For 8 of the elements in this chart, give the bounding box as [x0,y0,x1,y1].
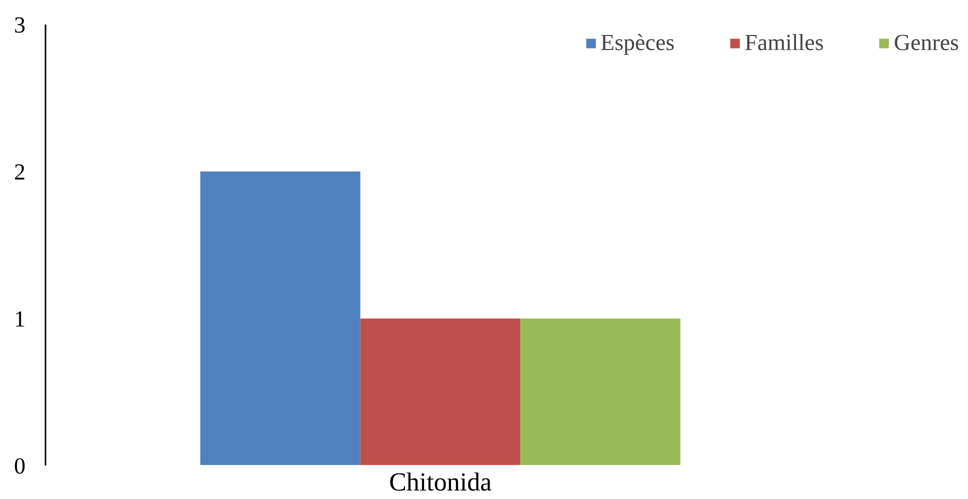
legend-label: Espèces [600,30,675,56]
legend-label: Genres [894,30,959,56]
legend-label: Familles [744,30,824,56]
x-tick-label: Chitonida [389,468,492,496]
y-tick-label: 0 [14,454,26,478]
y-tick-label: 1 [14,306,26,332]
y-tick-label: 3 [14,12,26,38]
y-tick-label: 2 [14,160,26,184]
